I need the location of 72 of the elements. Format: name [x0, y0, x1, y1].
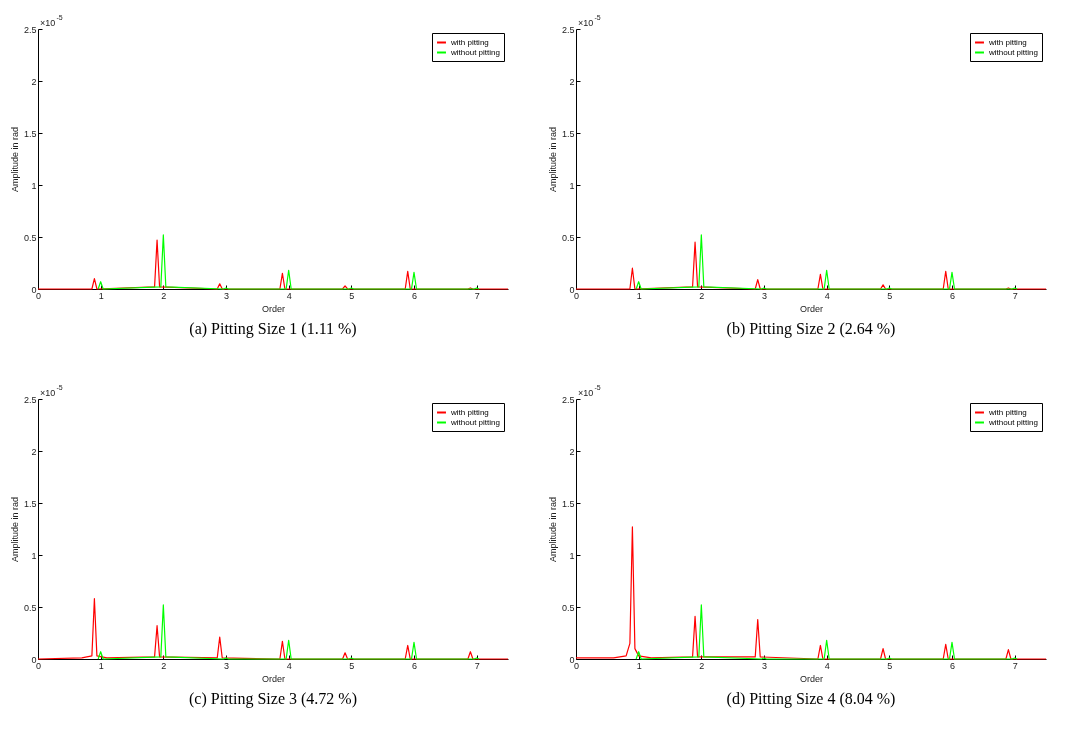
legend-label: with pitting	[988, 407, 1027, 417]
legend-label: without pitting	[450, 417, 500, 427]
x-tick-label: 4	[824, 290, 830, 301]
y-tick-label: 1.5	[561, 498, 575, 509]
y-axis-title: Amplitude in rad	[9, 496, 20, 563]
x-tick-label: 6	[949, 660, 956, 671]
x-axis-title: Order	[799, 673, 824, 684]
line-series	[635, 234, 1018, 290]
y-tick-label: 0.5	[561, 602, 575, 613]
y-tick-label: 1	[569, 180, 575, 191]
x-tick-label: 4	[286, 290, 292, 301]
x-tick-label: 1	[636, 660, 642, 671]
x-tick-label: 2	[699, 660, 705, 671]
y-tick-label: 1.5	[23, 128, 37, 139]
x-axis-title: Order	[261, 673, 286, 684]
x-tick-label: 1	[636, 290, 642, 301]
legend-label: without pitting	[450, 47, 500, 57]
y-tick-label: 0.5	[561, 232, 575, 243]
x-tick-label: 7	[474, 660, 480, 671]
x-tick-label: 2	[161, 660, 167, 671]
line-series	[97, 604, 480, 660]
y-axis-title: Amplitude in rad	[9, 126, 20, 193]
y-tick-label: 1	[31, 550, 37, 561]
x-tick-label: 3	[223, 290, 230, 301]
x-tick-label: 2	[699, 290, 705, 301]
legend-label: without pitting	[988, 417, 1038, 427]
legend-label: with pitting	[988, 37, 1027, 47]
y-axis-title: Amplitude in rad	[547, 126, 558, 193]
x-tick-label: 7	[1012, 660, 1018, 671]
y-tick-label: 2	[569, 446, 575, 457]
y-tick-label: 1	[569, 550, 575, 561]
legend-label: without pitting	[988, 47, 1038, 57]
y-tick-label: 2	[31, 446, 37, 457]
x-tick-label: 4	[824, 660, 830, 671]
line-series	[97, 234, 480, 290]
x-axis-title: Order	[799, 303, 824, 314]
y-tick-label: 0.5	[23, 602, 37, 613]
y-tick-label: 2	[31, 76, 37, 87]
y-tick-label: 0.5	[23, 232, 37, 243]
x-tick-label: 3	[761, 290, 768, 301]
x-tick-label: 4	[286, 660, 292, 671]
line-series	[635, 604, 1018, 660]
y-tick-label: 2.5	[561, 24, 575, 35]
x-tick-label: 5	[887, 660, 893, 671]
x-tick-label: 6	[411, 660, 418, 671]
y-tick-label: 1.5	[561, 128, 575, 139]
legend-label: with pitting	[450, 37, 489, 47]
y-tick-label: 2.5	[23, 394, 37, 405]
y-tick-label: 2.5	[561, 394, 575, 405]
x-tick-label: 6	[411, 290, 418, 301]
x-axis-title: Order	[261, 303, 286, 314]
x-tick-label: 3	[761, 660, 768, 671]
x-tick-label: 2	[161, 290, 167, 301]
x-tick-label: 5	[349, 290, 355, 301]
y-tick-label: 1.5	[23, 498, 37, 509]
x-tick-label: 5	[887, 290, 893, 301]
x-tick-label: 1	[98, 660, 104, 671]
text: (d) Pitting Size 4 (8.04 %)	[726, 690, 896, 708]
x-tick-label: 1	[98, 290, 104, 301]
y-axis-title: Amplitude in rad	[547, 496, 558, 563]
x-tick-label: 5	[349, 660, 355, 671]
text: (b) Pitting Size 2 (2.64 %)	[726, 320, 896, 338]
legend-label: with pitting	[450, 407, 489, 417]
y-tick-label: 2.5	[23, 24, 37, 35]
x-tick-label: 6	[949, 290, 956, 301]
y-tick-label: 2	[569, 76, 575, 87]
text: (c) Pitting Size 3 (4.72 %)	[189, 690, 357, 708]
x-tick-label: 3	[223, 660, 230, 671]
text: (a) Pitting Size 1 (1.11 %)	[189, 320, 357, 338]
x-tick-label: 7	[474, 290, 480, 301]
x-tick-label: 7	[1012, 290, 1018, 301]
y-tick-label: 1	[31, 180, 37, 191]
